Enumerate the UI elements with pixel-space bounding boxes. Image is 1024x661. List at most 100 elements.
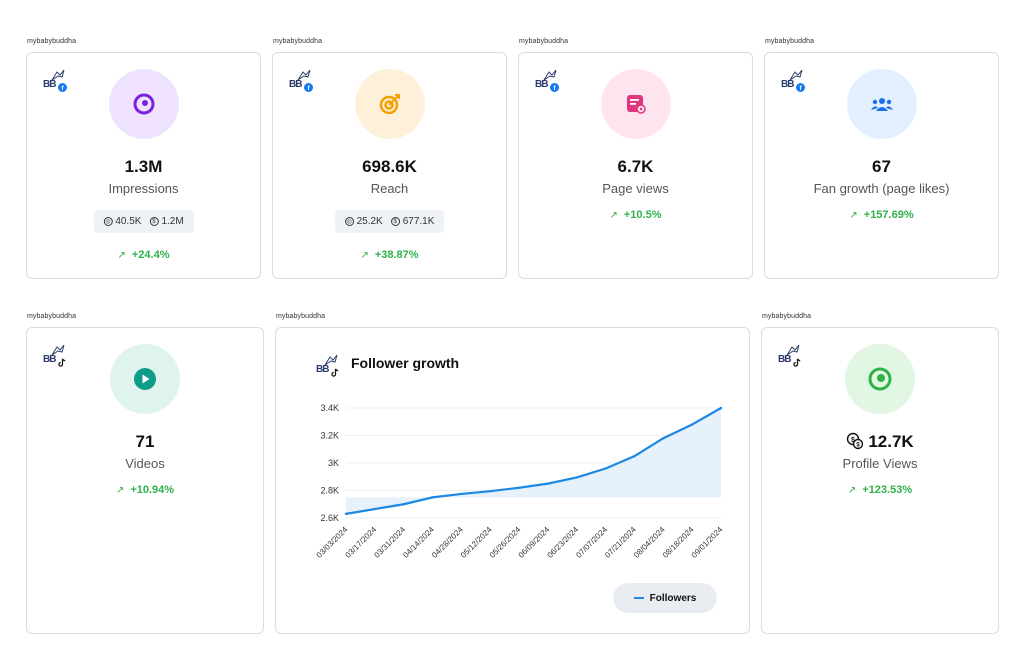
reach-card: BB f 698.6K Reach ◎ 25.2K $677.1K ↗ +38.87…	[272, 52, 507, 279]
y-tick-label: 2.6K	[320, 513, 339, 523]
brand-logo: BB	[316, 354, 344, 378]
facebook-icon: f	[58, 83, 67, 92]
page-view-icon	[600, 69, 671, 139]
page-views-change: ↗ +10.5%	[609, 209, 662, 221]
y-tick-label: 3.2K	[320, 431, 339, 441]
reach-change: ↗ +38.87%	[360, 249, 419, 261]
paid-icon: $	[149, 217, 159, 226]
videos-card: BB 71 Videos ↗ +10.94%	[26, 327, 264, 634]
logo-text: BB	[535, 79, 548, 90]
brand-logo: BB f	[781, 69, 809, 93]
impressions-card: BB f 1.3M Impressions ◎ 40.5K $1.2M ↗ +24.…	[26, 52, 261, 279]
profile-views-label: Profile Views	[842, 456, 918, 471]
data-point	[575, 476, 578, 479]
tiktok-icon	[331, 368, 339, 377]
fan-growth-label: Fan growth (page likes)	[813, 181, 950, 196]
reach-label: Reach	[370, 181, 409, 196]
impressions-change: ↗ +24.4%	[117, 249, 170, 261]
data-point	[517, 486, 521, 489]
logo-text: BB	[316, 364, 329, 375]
trend-up-icon: ↗	[115, 485, 125, 496]
legend-swatch	[633, 597, 644, 599]
data-point	[546, 482, 550, 485]
legend-label: Followers	[649, 592, 697, 604]
follower-growth-chart: 2.6K2.8K3K3.2K3.4K03/03/202403/17/202403…	[315, 403, 725, 560]
bullseye-arrow-icon	[354, 69, 425, 139]
videos-change: ↗ +10.94%	[115, 484, 175, 496]
data-point	[633, 454, 636, 458]
profile-views-change: ↗ +123.53%	[847, 484, 913, 496]
logo-text: BB	[43, 354, 56, 365]
chart-legend[interactable]: Followers	[613, 583, 717, 613]
svg-text:f: f	[553, 85, 556, 92]
wing-icon	[543, 69, 557, 81]
eye-icon	[845, 344, 915, 414]
page-views-value: 6.7K	[617, 157, 654, 176]
videos-value: 71	[135, 432, 155, 451]
tiktok-icon	[58, 358, 66, 367]
logo-text: BB	[289, 79, 302, 90]
trend-up-icon: ↗	[360, 250, 369, 261]
account-name: mybabybuddha	[765, 38, 815, 45]
y-tick-label: 3.4K	[320, 403, 339, 413]
brand-logo: BB	[778, 344, 806, 368]
profile-views-card: BB $ $12.7K Profile Views ↗ +123.53%	[761, 327, 999, 634]
data-point	[344, 512, 348, 516]
trend-up-icon: ↗	[117, 250, 126, 261]
paid-value: 1.2M	[161, 216, 184, 227]
coins-icon: $$	[847, 432, 864, 450]
svg-text:f: f	[799, 85, 802, 92]
data-point	[662, 437, 665, 440]
data-point	[719, 406, 723, 410]
wing-icon	[789, 69, 803, 81]
impressions-breakdown: ◎ 40.5K $1.2M	[93, 210, 194, 233]
facebook-icon: f	[550, 83, 559, 92]
data-point	[460, 492, 463, 496]
svg-text:f: f	[61, 85, 64, 92]
y-tick-label: 2.8K	[320, 486, 339, 496]
data-point	[604, 467, 607, 470]
logo-text: BB	[43, 79, 56, 90]
organic-icon: ◎	[103, 217, 113, 226]
trend-up-icon: ↗	[609, 210, 618, 221]
account-name: mybabybuddha	[27, 38, 77, 45]
organic-value: 40.5K	[115, 216, 142, 227]
page-views-label: Page views	[602, 181, 669, 196]
fan-growth-card: BB f 67 Fan growth (page likes) ↗ +157.69…	[764, 52, 999, 279]
brand-logo: BB f	[43, 69, 71, 93]
logo-text: BB	[778, 354, 791, 365]
svg-text:f: f	[307, 85, 310, 92]
wing-icon	[324, 354, 338, 366]
brand-logo: BB f	[289, 69, 317, 93]
users-icon	[846, 69, 917, 139]
logo-text: BB	[781, 79, 794, 90]
paid-value: 677.1K	[402, 216, 435, 227]
data-point	[690, 423, 694, 426]
area-fill	[346, 408, 721, 514]
organic-icon: ◎	[344, 217, 354, 226]
facebook-icon: f	[304, 83, 313, 92]
svg-text:$: $	[857, 443, 861, 449]
data-point	[431, 496, 434, 499]
wing-icon	[786, 344, 800, 356]
brand-logo: BB	[43, 344, 71, 368]
reach-breakdown: ◎ 25.2K $677.1K	[334, 210, 445, 233]
svg-text:$: $	[851, 437, 855, 444]
chart-title: Follower growth	[351, 355, 460, 371]
fan-growth-value: 67	[872, 157, 891, 176]
profile-views-value: $ $12.7K	[762, 432, 998, 452]
data-point	[489, 489, 492, 493]
series-line	[345, 407, 722, 515]
trend-up-icon: ↗	[849, 210, 858, 221]
organic-value: 25.2K	[356, 216, 383, 227]
brand-logo: BB f	[535, 69, 563, 93]
follower-growth-card: BB Follower growth 2.6K 2.8K 3K 3.2K 3.4K 03/…	[275, 327, 750, 634]
facebook-icon: f	[796, 83, 805, 92]
data-point	[402, 503, 405, 506]
impressions-value: 1.3M	[124, 157, 163, 176]
wing-icon	[51, 344, 65, 356]
trend-up-icon: ↗	[847, 485, 857, 496]
tiktok-icon	[793, 358, 801, 367]
data-point	[373, 507, 377, 511]
fan-growth-change: ↗ +157.69%	[849, 209, 914, 221]
